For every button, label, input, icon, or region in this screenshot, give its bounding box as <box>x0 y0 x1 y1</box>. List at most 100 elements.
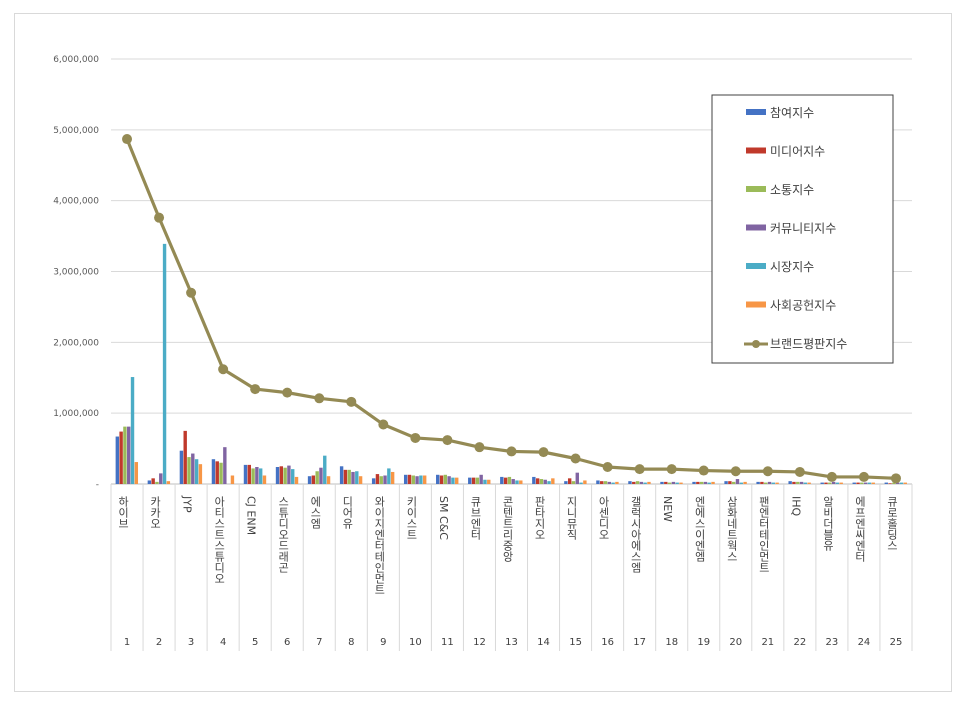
bar-사회공헌지수 <box>519 480 523 484</box>
category-label: 지니뮤직 <box>565 496 578 540</box>
bar-소통지수 <box>796 481 800 484</box>
bar-사회공헌지수 <box>903 482 907 484</box>
bar-참여지수 <box>692 481 696 484</box>
chart-frame: - 1,000,000 2,000,000 3,000,000 4,000,000 5,0… <box>14 13 952 692</box>
bar-참여지수 <box>884 482 888 484</box>
bar-커뮤니티지수 <box>447 476 451 484</box>
y-tick-label: 5,000,000 <box>53 126 99 136</box>
bar-커뮤니티지수 <box>511 479 515 484</box>
rank-label: 7 <box>316 637 322 648</box>
bar-소통지수 <box>764 482 768 484</box>
bar-미디어지수 <box>119 431 123 484</box>
line-point <box>634 464 645 475</box>
bar-미디어지수 <box>856 482 860 484</box>
category-label: NEW <box>661 496 674 522</box>
legend-swatch <box>746 109 766 115</box>
bar-미디어지수 <box>247 464 251 484</box>
bar-커뮤니티지수 <box>639 481 644 484</box>
bar-사회공헌지수 <box>807 482 811 484</box>
bar-미디어지수 <box>215 461 219 484</box>
line-point <box>154 212 165 223</box>
bar-참여지수 <box>468 477 472 484</box>
bar-사회공헌지수 <box>839 482 843 484</box>
line-point <box>730 466 741 477</box>
bar-사회공헌지수 <box>743 481 747 484</box>
y-tick-label: - <box>96 480 99 490</box>
bar-시장지수 <box>419 475 423 484</box>
rank-label: 21 <box>761 637 774 648</box>
category-label: SM C&C <box>437 496 450 540</box>
bar-커뮤니티지수 <box>351 471 355 484</box>
line-point <box>506 446 517 457</box>
bar-소통지수 <box>731 481 736 484</box>
bar-소통지수 <box>155 481 159 484</box>
bar-미디어지수 <box>407 474 412 484</box>
bar-미디어지수 <box>664 481 668 484</box>
bar-커뮤니티지수 <box>895 482 900 484</box>
line-point <box>698 465 709 476</box>
bar-시장지수 <box>867 482 872 484</box>
category-label: CJ ENM <box>245 496 258 535</box>
bar-소통지수 <box>699 481 704 484</box>
y-tick-label: 6,000,000 <box>53 55 99 65</box>
category-label: 와이지엔터테인먼트 <box>373 496 386 595</box>
category-label: 알비더블유 <box>821 495 834 551</box>
bar-참여지수 <box>275 467 280 484</box>
bar-사회공헌지수 <box>262 475 267 484</box>
bar-참여지수 <box>500 476 504 484</box>
bar-미디어지수 <box>439 475 444 484</box>
bar-미디어지수 <box>824 482 828 484</box>
y-tick-label: 1,000,000 <box>53 409 99 419</box>
bar-미디어지수 <box>567 478 572 484</box>
bar-커뮤니티지수 <box>415 476 419 484</box>
category-label: 콘텐트리중앙 <box>501 496 514 562</box>
bar-미디어지수 <box>696 481 700 484</box>
line-point <box>122 134 133 145</box>
legend-swatch <box>746 301 766 308</box>
y-tick-label: 2,000,000 <box>53 338 99 348</box>
bar-시장지수 <box>643 482 647 484</box>
category-label: 엔에스이엔엠 <box>693 496 706 562</box>
bar-사회공헌지수 <box>230 475 235 484</box>
bar-미디어지수 <box>471 477 476 484</box>
bar-소통지수 <box>315 471 319 484</box>
bar-참여지수 <box>532 476 536 484</box>
legend-swatch <box>746 263 766 269</box>
bar-미디어지수 <box>535 478 540 484</box>
category-label: 삼화네트웍스 <box>725 496 738 562</box>
bar-소통지수 <box>251 468 255 484</box>
bar-시장지수 <box>611 482 615 484</box>
bar-참여지수 <box>211 459 216 484</box>
category-label: 카카오 <box>149 496 162 529</box>
bar-참여지수 <box>820 482 824 484</box>
legend-swatch <box>746 147 766 154</box>
bar-사회공헌지수 <box>455 477 459 484</box>
bar-커뮤니티지수 <box>799 481 804 484</box>
rank-label: 20 <box>729 637 742 648</box>
rank-label: 17 <box>633 637 646 648</box>
bar-사회공헌지수 <box>647 481 651 484</box>
bar-시장지수 <box>707 482 711 484</box>
legend-swatch <box>746 186 766 192</box>
bar-시장지수 <box>162 243 167 484</box>
category-label: 아티스트스튜디오 <box>213 496 226 584</box>
bar-참여지수 <box>596 480 600 484</box>
line-point <box>442 435 453 446</box>
category-label: 갤럭시아에스엠 <box>629 496 642 573</box>
rank-label: 24 <box>858 637 871 648</box>
category-label: 하이브 <box>117 495 130 529</box>
bar-참여지수 <box>724 481 728 484</box>
rank-label: 13 <box>505 637 518 648</box>
bar-시장지수 <box>547 481 551 484</box>
bar-사회공헌지수 <box>422 475 427 484</box>
rank-label: 14 <box>537 637 550 648</box>
legend-swatch <box>746 224 766 231</box>
bar-참여지수 <box>660 481 664 484</box>
legend-label: 미디어지수 <box>770 145 825 159</box>
bar-소통지수 <box>860 482 864 484</box>
bar-소통지수 <box>443 474 448 484</box>
bar-사회공헌지수 <box>551 478 555 484</box>
line-point <box>186 287 197 298</box>
rank-label: 12 <box>473 637 486 648</box>
bar-커뮤니티지수 <box>191 453 195 484</box>
